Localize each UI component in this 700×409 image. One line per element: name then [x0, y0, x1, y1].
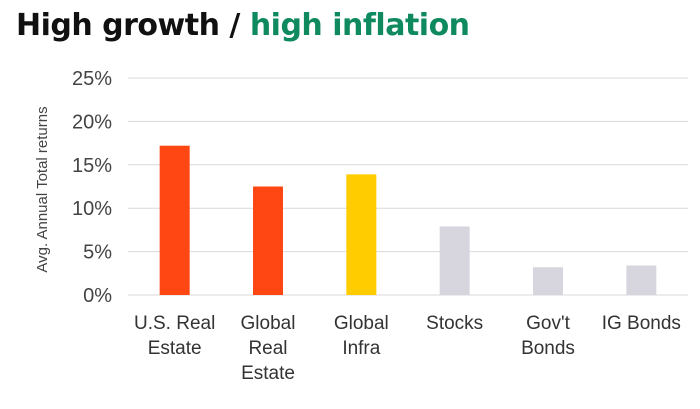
y-tick-label: 5%: [83, 242, 112, 264]
x-tick-label-line: Global: [334, 313, 389, 334]
bar: [533, 267, 563, 295]
chart-title: High growth / high inflation: [16, 8, 470, 44]
x-tick-label-line: Global: [241, 313, 296, 334]
bar: [439, 226, 470, 295]
y-tick-label: 25%: [72, 68, 112, 90]
y-tick-label: 0%: [83, 285, 112, 307]
chart-title-part1: High growth /: [16, 8, 250, 43]
bar: [253, 186, 283, 295]
x-tick-label-line: IG Bonds: [602, 313, 681, 334]
bar: [626, 265, 657, 295]
x-tick-label-line: Stocks: [426, 313, 483, 334]
bar: [159, 145, 190, 295]
x-tick-label-line: Bonds: [521, 338, 575, 359]
x-tick-label: Global Real Estate: [241, 313, 296, 384]
x-tick-label-line: Estate: [148, 338, 202, 359]
x-tick-label-line: Gov't: [526, 313, 570, 334]
chart-title-part2: high inflation: [249, 8, 470, 43]
x-tick-label: IG Bonds: [602, 313, 681, 334]
x-tick-label-line: Real: [248, 338, 287, 359]
x-tick-label: Global Infra: [334, 313, 389, 359]
y-tick-label: 15%: [72, 155, 112, 177]
x-tick-label-line: Estate: [241, 363, 295, 384]
y-tick-label: 10%: [72, 198, 112, 220]
x-tick-label: Gov't Bonds: [521, 313, 575, 359]
y-tick-label: 20%: [72, 111, 112, 133]
x-tick-label: U.S. Real Estate: [134, 313, 215, 359]
x-tick-label-line: Infra: [342, 338, 380, 359]
y-axis-label: Avg. Annual Total returns: [34, 106, 51, 272]
x-tick-label-line: U.S. Real: [134, 313, 215, 334]
x-tick-label: Stocks: [426, 313, 483, 334]
bar: [346, 174, 377, 295]
